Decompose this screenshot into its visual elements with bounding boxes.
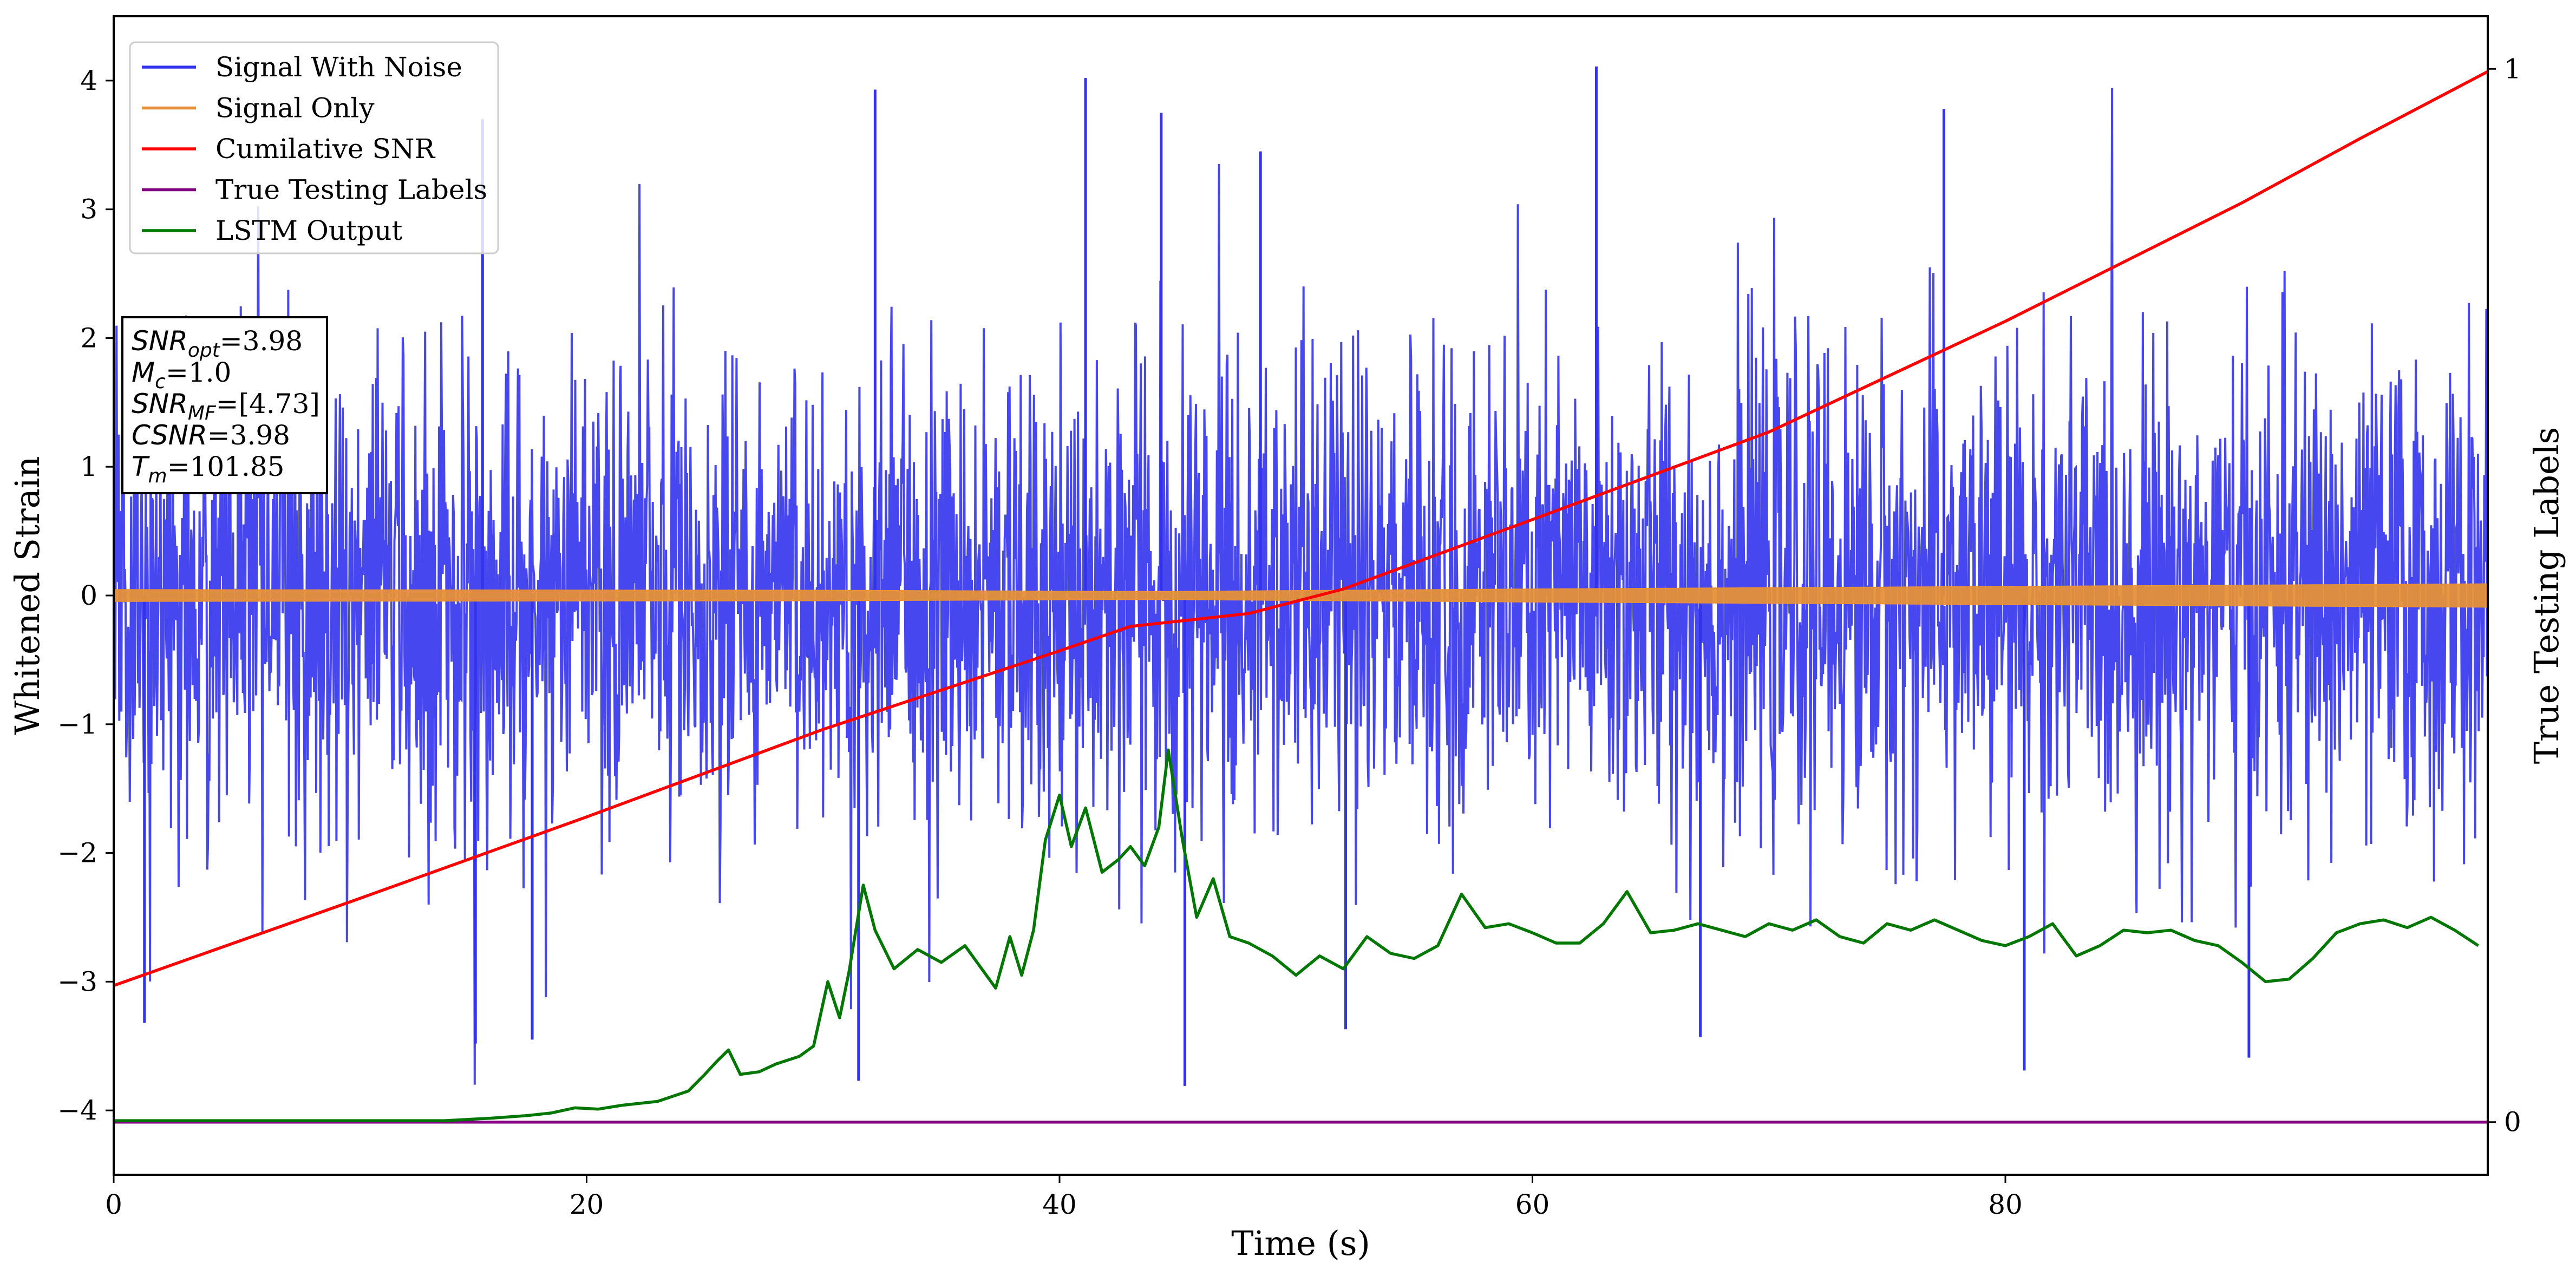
y-tick-label: 0 xyxy=(80,580,97,611)
x-tick-label: 40 xyxy=(1042,1189,1077,1220)
y-tick-label: 4 xyxy=(80,65,97,96)
legend-box xyxy=(129,41,499,254)
annotation-line: SNRMF=[4.73] xyxy=(132,388,320,424)
legend-label: LSTM Output xyxy=(215,215,402,246)
x-axis-label: Time (s) xyxy=(1231,1223,1370,1263)
x-tick-label: 60 xyxy=(1515,1189,1550,1220)
legend-label: Signal With Noise xyxy=(215,51,462,83)
x-tick-label: 0 xyxy=(105,1189,122,1220)
y-tick-label: 2 xyxy=(80,322,97,354)
y-tick-label: −1 xyxy=(57,709,97,740)
series-cumilative-snr xyxy=(114,70,2488,987)
y-tick-label: −4 xyxy=(57,1095,97,1126)
x-tick-label: 20 xyxy=(570,1189,604,1220)
y-axis-label: Whitened Strain xyxy=(8,456,47,735)
y-tick-label: −3 xyxy=(57,966,97,997)
y2-tick-label: 1 xyxy=(2504,53,2521,84)
series-signal-only xyxy=(114,583,2488,608)
y-tick-label: 3 xyxy=(80,194,97,225)
noise-extremes xyxy=(143,66,2251,1086)
legend-label: Signal Only xyxy=(215,93,375,124)
y-tick-label: −2 xyxy=(57,837,97,869)
annotation-line: Mc=1.0 xyxy=(132,357,231,393)
x-tick-label: 80 xyxy=(1988,1189,2023,1220)
y2-axis-label: True Testing Labels xyxy=(2527,427,2566,764)
annotation-line: Tm=101.85 xyxy=(132,451,284,487)
legend-label: Cumilative SNR xyxy=(215,133,435,165)
annotation-box xyxy=(121,316,328,494)
series-signal-with-noise xyxy=(114,88,2488,1085)
annotation-line: CSNR=3.98 xyxy=(132,420,290,451)
series-lstm-output xyxy=(114,748,2480,1122)
legend-label: True Testing Labels xyxy=(215,174,487,206)
annotation-line: SNRopt=3.98 xyxy=(132,325,303,362)
y2-tick-label: 0 xyxy=(2504,1107,2521,1138)
y-tick-label: 1 xyxy=(80,451,97,482)
